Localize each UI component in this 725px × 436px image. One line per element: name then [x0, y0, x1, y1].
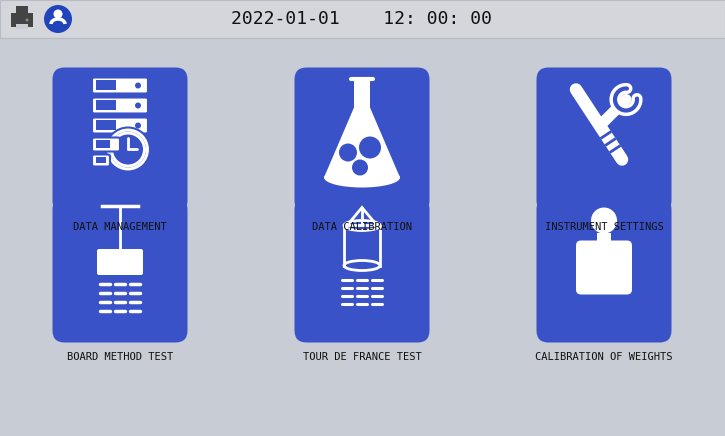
FancyBboxPatch shape	[96, 101, 116, 110]
FancyBboxPatch shape	[96, 120, 116, 130]
FancyBboxPatch shape	[536, 68, 671, 212]
FancyBboxPatch shape	[92, 78, 148, 93]
FancyBboxPatch shape	[11, 13, 33, 27]
FancyBboxPatch shape	[0, 0, 725, 38]
Circle shape	[339, 143, 357, 161]
Text: CALIBRATION OF WEIGHTS: CALIBRATION OF WEIGHTS	[535, 351, 673, 361]
FancyBboxPatch shape	[16, 6, 28, 15]
FancyBboxPatch shape	[16, 24, 28, 29]
Circle shape	[135, 123, 141, 129]
Circle shape	[359, 136, 381, 159]
Text: DATA CALIBRATION: DATA CALIBRATION	[312, 221, 412, 232]
FancyBboxPatch shape	[294, 68, 429, 212]
FancyBboxPatch shape	[576, 241, 632, 294]
Text: DATA MANAGEMENT: DATA MANAGEMENT	[73, 221, 167, 232]
Circle shape	[110, 132, 146, 167]
FancyBboxPatch shape	[92, 117, 148, 133]
Polygon shape	[324, 79, 400, 177]
FancyBboxPatch shape	[92, 98, 148, 113]
Text: 2022-01-01    12: 00: 00: 2022-01-01 12: 00: 00	[231, 10, 492, 28]
FancyBboxPatch shape	[597, 232, 611, 242]
Circle shape	[25, 18, 28, 21]
FancyBboxPatch shape	[96, 140, 110, 149]
FancyBboxPatch shape	[96, 157, 106, 164]
FancyBboxPatch shape	[536, 198, 671, 343]
Text: INSTRUMENT SETTINGS: INSTRUMENT SETTINGS	[544, 221, 663, 232]
FancyBboxPatch shape	[294, 198, 429, 343]
FancyBboxPatch shape	[52, 198, 188, 343]
FancyBboxPatch shape	[92, 154, 110, 167]
FancyBboxPatch shape	[52, 68, 188, 212]
Text: BOARD METHOD TEST: BOARD METHOD TEST	[67, 351, 173, 361]
Circle shape	[135, 82, 141, 89]
Circle shape	[591, 208, 617, 234]
Ellipse shape	[324, 167, 400, 187]
FancyBboxPatch shape	[97, 249, 143, 275]
Circle shape	[352, 160, 368, 176]
FancyBboxPatch shape	[96, 81, 116, 91]
Circle shape	[135, 102, 141, 109]
Circle shape	[106, 127, 150, 171]
FancyBboxPatch shape	[92, 137, 120, 151]
Circle shape	[44, 5, 72, 33]
Text: TOUR DE FRANCE TEST: TOUR DE FRANCE TEST	[302, 351, 421, 361]
Circle shape	[54, 10, 62, 18]
